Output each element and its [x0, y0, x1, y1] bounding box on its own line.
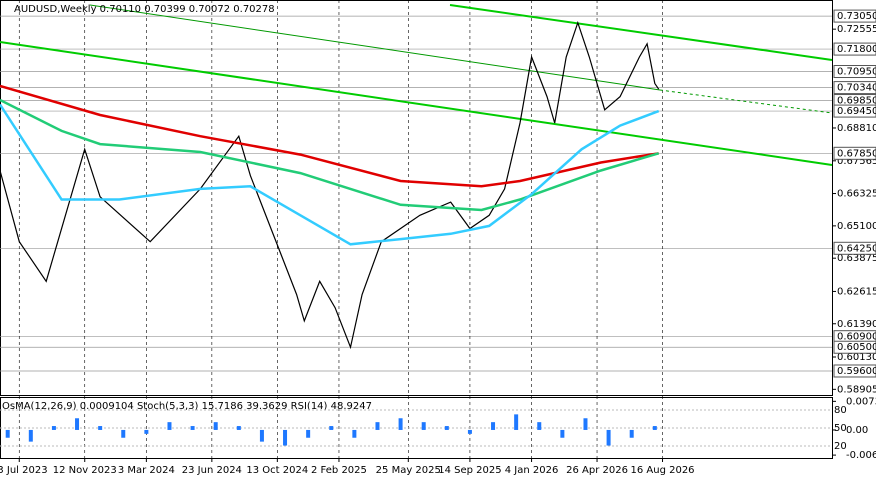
bar [306, 429, 311, 438]
bar [560, 429, 565, 438]
y-tick-label: 0.63875 [837, 253, 876, 264]
y-tick-label: 0.00 [846, 425, 868, 436]
bar [421, 422, 426, 430]
level-label-box [833, 42, 876, 56]
level-label: 0.60500 [837, 342, 876, 353]
y-tick-label: -0.006457 [846, 450, 876, 461]
bar [259, 429, 264, 442]
y-tick-label: 0.62615 [837, 286, 876, 297]
level-label-box [833, 65, 876, 79]
bar [329, 426, 334, 430]
level-label: 0.60900 [837, 332, 876, 343]
bar [375, 422, 380, 430]
x-tick-label: 13 Oct 2024 [246, 465, 308, 476]
bar [514, 414, 519, 430]
x-tick-label: 16 Aug 2026 [630, 465, 694, 476]
main-frame [0, 0, 833, 396]
level-label: 0.59600 [837, 366, 876, 377]
bar [352, 429, 357, 438]
level-label: 0.71800 [837, 44, 876, 55]
chart-title: AUDUSD,Weekly 0.70110 0.70399 0.70072 0.… [14, 4, 275, 15]
level-label: 0.67850 [837, 148, 876, 159]
level-label: 0.70950 [837, 67, 876, 78]
bar [652, 426, 657, 430]
bar [606, 429, 611, 446]
y-tick-label: 0.72555 [837, 24, 876, 35]
x-tick-label: 2 Feb 2025 [311, 465, 367, 476]
bar [583, 418, 588, 430]
x-tick-label: 13 Jul 2023 [0, 465, 48, 476]
level-label: 0.69850 [837, 96, 876, 107]
y-tick-label: 0.60130 [837, 352, 876, 363]
bar [190, 426, 195, 430]
bar [167, 422, 172, 430]
trend-line [89, 4, 661, 91]
level-label-box [833, 81, 876, 95]
y-tick-label: 0.007345 [846, 396, 876, 407]
y-tick-label: 0.65100 [837, 221, 876, 232]
bar [629, 429, 634, 438]
y-tick-label: 0.66325 [837, 189, 876, 200]
bar [51, 426, 56, 430]
bar [5, 429, 10, 438]
moving-average [0, 84, 659, 188]
x-tick-label: 4 Jan 2026 [505, 465, 559, 476]
trend-line [0, 41, 833, 166]
moving-average [0, 103, 660, 246]
y-tick-label: 0.61390 [837, 319, 876, 330]
level-label: 0.69450 [837, 106, 876, 117]
bar [144, 429, 149, 434]
y-tick-label: 0.67565 [837, 156, 876, 167]
bar [121, 429, 126, 438]
x-tick-label: 25 May 2025 [376, 465, 441, 476]
bar [236, 426, 241, 430]
level-label-box [833, 104, 876, 118]
level-label: 0.70340 [837, 83, 876, 94]
y2-tick-label: 80 [834, 405, 847, 416]
bar [98, 426, 103, 430]
level-label: 0.73050 [837, 11, 876, 22]
bar [75, 418, 80, 430]
indicator-title: OsMA(12,26,9) 0.0009104 Stoch(5,3,3) 15.… [2, 401, 372, 412]
level-label-box [833, 364, 876, 378]
level-label-box [833, 241, 876, 255]
level-label: 0.64250 [837, 243, 876, 254]
price-line [0, 20, 660, 350]
bar [398, 418, 403, 430]
trend-line [659, 89, 833, 114]
x-tick-label: 12 Nov 2023 [53, 465, 117, 476]
x-tick-label: 14 Sep 2025 [438, 465, 501, 476]
bar [28, 429, 33, 442]
bar [444, 426, 449, 430]
trend-line [449, 4, 833, 61]
level-label-box [833, 340, 876, 354]
x-tick-label: 3 Mar 2024 [118, 465, 175, 476]
bar [213, 422, 218, 430]
x-tick-label: 23 Jun 2024 [182, 465, 242, 476]
x-tick-label: 26 Apr 2026 [566, 465, 628, 476]
bar [467, 429, 472, 434]
bar [491, 422, 496, 430]
level-label-box [833, 146, 876, 160]
bar [537, 422, 542, 430]
y-tick-label: 0.68810 [837, 123, 876, 134]
bar [283, 429, 288, 446]
level-label-box [833, 9, 876, 23]
y-tick-label: 0.58905 [837, 384, 876, 395]
y2-tick-label: 50 [834, 423, 847, 434]
moving-average [0, 98, 660, 212]
y2-tick-label: 20 [834, 441, 847, 452]
